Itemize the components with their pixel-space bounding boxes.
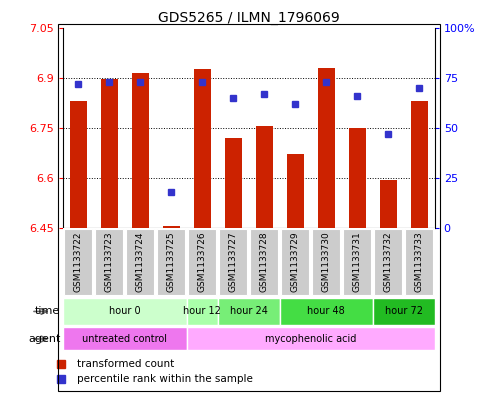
Text: hour 0: hour 0 [109,307,141,316]
Text: GSM1133728: GSM1133728 [260,231,269,292]
Text: hour 48: hour 48 [307,307,345,316]
Bar [380,180,397,228]
Text: GSM1133727: GSM1133727 [229,231,238,292]
Bar [349,128,366,228]
FancyBboxPatch shape [63,327,187,351]
Text: GSM1133732: GSM1133732 [384,231,393,292]
Text: hour 12: hour 12 [184,307,221,316]
Text: hour 24: hour 24 [230,307,268,316]
FancyBboxPatch shape [218,298,280,325]
Text: GSM1133725: GSM1133725 [167,231,176,292]
Text: hour 72: hour 72 [384,307,423,316]
Text: GSM1133723: GSM1133723 [105,231,114,292]
FancyBboxPatch shape [127,229,154,296]
FancyBboxPatch shape [281,229,309,296]
Bar [287,154,304,228]
Bar [411,101,428,228]
FancyBboxPatch shape [63,298,187,325]
FancyBboxPatch shape [405,229,433,296]
FancyBboxPatch shape [64,229,92,296]
Text: agent: agent [28,334,60,344]
Bar [163,226,180,228]
Text: transformed count: transformed count [77,358,174,369]
FancyBboxPatch shape [219,229,247,296]
Text: percentile rank within the sample: percentile rank within the sample [77,374,253,384]
Bar [194,69,211,228]
Text: GSM1133730: GSM1133730 [322,231,331,292]
Text: untreated control: untreated control [82,334,167,344]
Bar [225,138,242,228]
FancyBboxPatch shape [187,298,218,325]
FancyBboxPatch shape [157,229,185,296]
Text: GSM1133722: GSM1133722 [74,231,83,292]
FancyBboxPatch shape [280,298,373,325]
Bar [256,126,273,228]
FancyBboxPatch shape [373,298,435,325]
FancyBboxPatch shape [343,229,371,296]
Text: GSM1133731: GSM1133731 [353,231,362,292]
Bar [70,101,87,228]
Text: GSM1133733: GSM1133733 [415,231,424,292]
Text: GSM1133724: GSM1133724 [136,231,145,292]
FancyBboxPatch shape [95,229,123,296]
FancyBboxPatch shape [374,229,402,296]
Text: time: time [35,307,60,316]
FancyBboxPatch shape [250,229,278,296]
Bar [132,73,149,228]
FancyBboxPatch shape [313,229,340,296]
FancyBboxPatch shape [187,327,435,351]
Text: GSM1133729: GSM1133729 [291,231,300,292]
Title: GDS5265 / ILMN_1796069: GDS5265 / ILMN_1796069 [158,11,340,25]
Bar [101,79,118,228]
Text: GSM1133726: GSM1133726 [198,231,207,292]
Text: mycophenolic acid: mycophenolic acid [265,334,356,344]
FancyBboxPatch shape [188,229,216,296]
Bar [318,68,335,228]
